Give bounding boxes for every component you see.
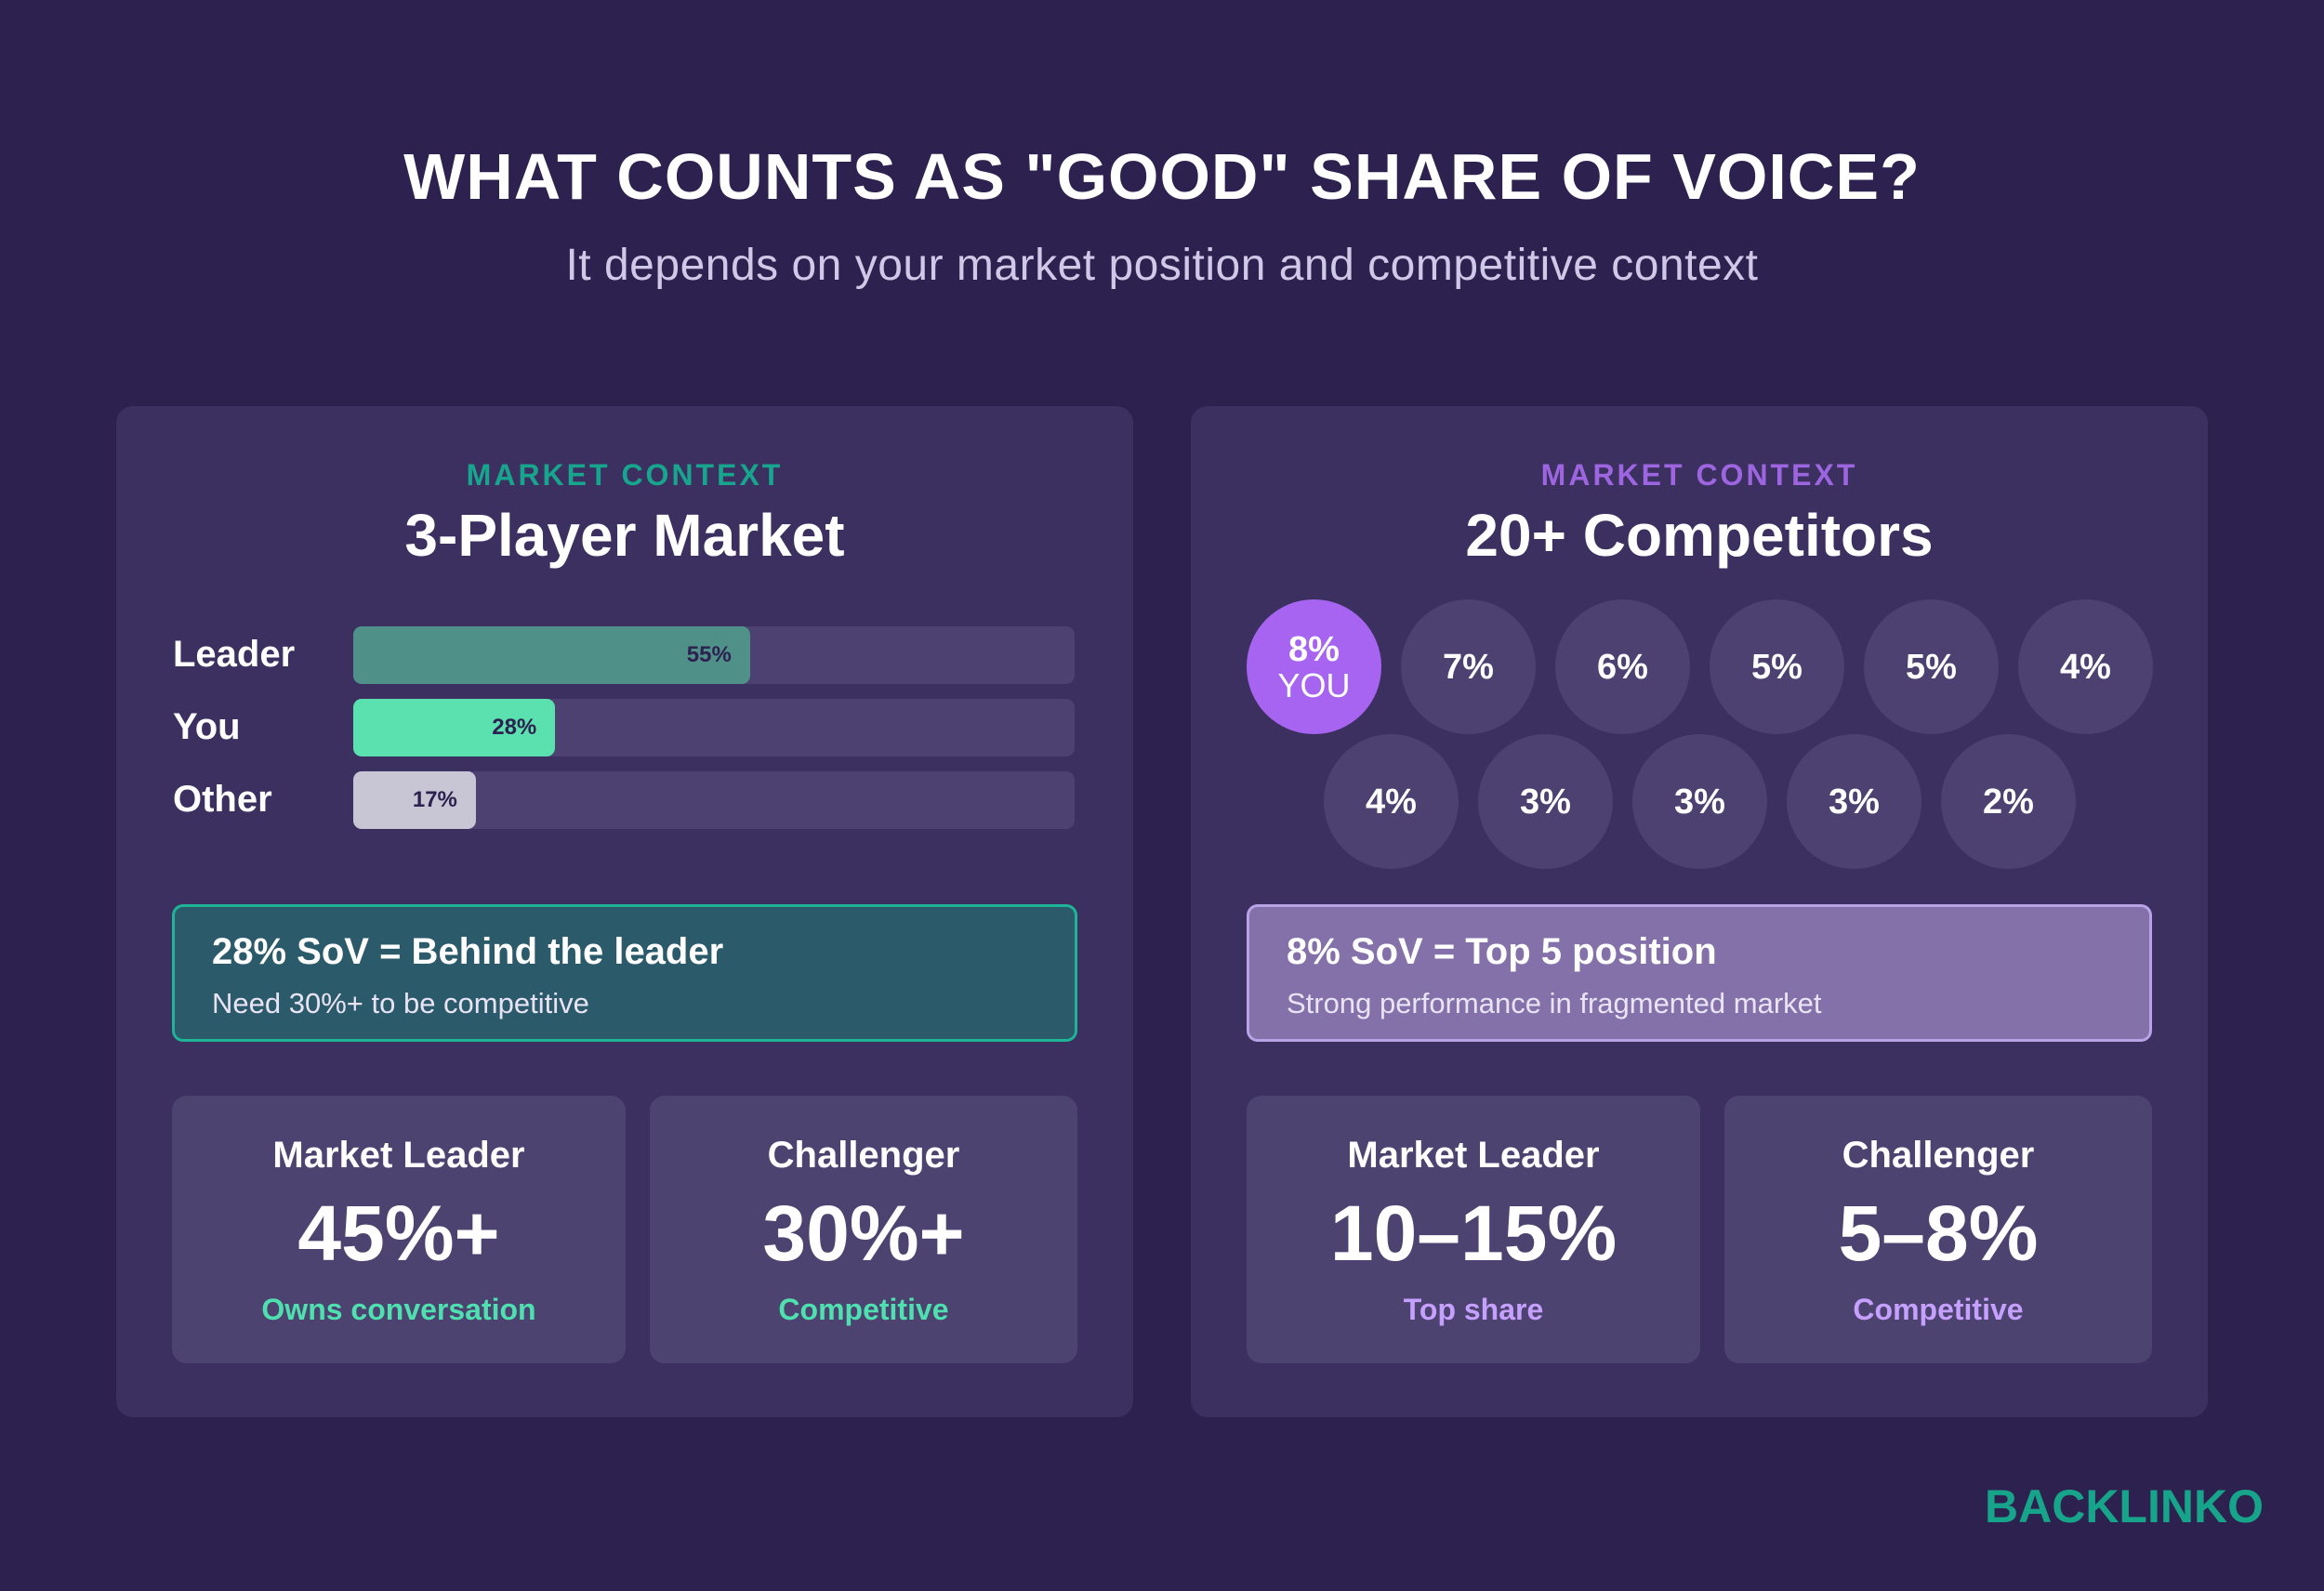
bubble-competitor: 3%	[1787, 734, 1921, 869]
bubble-value: 5%	[1906, 647, 1957, 687]
stat-label: Challenger	[767, 1135, 960, 1176]
bubble-value: 2%	[1983, 782, 2034, 822]
bar-value-label: 17%	[412, 787, 457, 812]
bubble-competitor: 3%	[1478, 734, 1613, 869]
backlinko-logo: BACKLINKO	[1985, 1480, 2264, 1532]
stat-desc: Owns conversation	[261, 1293, 536, 1326]
stat-label: Market Leader	[272, 1135, 525, 1176]
page-subtitle: It depends on your market position and c…	[565, 241, 1759, 290]
stat-value: 5–8%	[1838, 1190, 2039, 1277]
bubble-value: 3%	[1674, 782, 1725, 822]
left-kicker: MARKET CONTEXT	[466, 458, 784, 492]
bar-label-other: Other	[173, 779, 272, 820]
stat-value: 10–15%	[1329, 1190, 1618, 1277]
panel-20-competitors: MARKET CONTEXT 20+ Competitors 8% YOU 7% 6%…	[1191, 406, 2208, 1417]
bubble-value: 4%	[1366, 782, 1417, 822]
bubble-competitor: 6%	[1555, 599, 1690, 734]
stat-desc: Competitive	[1853, 1293, 2024, 1326]
bubble-value: 3%	[1520, 782, 1571, 822]
stat-desc: Competitive	[778, 1293, 949, 1326]
bubble-value: 5%	[1751, 647, 1802, 687]
stat-desc: Top share	[1403, 1293, 1544, 1326]
right-callout-sub: Strong performance in fragmented market	[1287, 987, 1822, 1019]
bar-track: 17%	[353, 771, 1075, 829]
bubble-competitor: 5%	[1710, 599, 1844, 734]
bar-value-label: 28%	[492, 715, 537, 740]
stat-value: 45%+	[297, 1190, 500, 1277]
right-callout: 8% SoV = Top 5 position Strong performan…	[1247, 904, 2152, 1042]
bar-track: 28%	[353, 699, 1075, 756]
bubble-competitor: 7%	[1401, 599, 1536, 734]
bar-leader: 55%	[353, 626, 750, 684]
page-title: WHAT COUNTS AS "GOOD" SHARE OF VOICE?	[403, 140, 1921, 213]
bubble-competitor: 4%	[2018, 599, 2153, 734]
left-stat-challenger: Challenger 30%+ Competitive	[650, 1096, 1077, 1363]
stat-value: 30%+	[762, 1190, 965, 1277]
right-callout-head: 8% SoV = Top 5 position	[1287, 931, 1717, 972]
bar-label-you: You	[173, 706, 241, 747]
bubble-competitor: 4%	[1324, 734, 1459, 869]
right-stat-market-leader: Market Leader 10–15% Top share	[1247, 1096, 1700, 1363]
left-stat-market-leader: Market Leader 45%+ Owns conversation	[172, 1096, 626, 1363]
left-callout: 28% SoV = Behind the leader Need 30%+ to…	[172, 904, 1077, 1042]
stat-label: Market Leader	[1347, 1135, 1600, 1176]
stat-label: Challenger	[1842, 1135, 2035, 1176]
left-callout-sub: Need 30%+ to be competitive	[212, 987, 589, 1019]
left-callout-head: 28% SoV = Behind the leader	[212, 931, 724, 972]
bubble-value: 4%	[2060, 647, 2111, 687]
bubble-you: 8% YOU	[1247, 599, 1381, 734]
bar-value-label: 55%	[686, 642, 732, 667]
right-stat-challenger: Challenger 5–8% Competitive	[1724, 1096, 2152, 1363]
bar-you: 28%	[353, 699, 556, 756]
bubble-competitor: 5%	[1864, 599, 1999, 734]
bar-label-leader: Leader	[173, 634, 296, 675]
panel-3-player-market: MARKET CONTEXT 3-Player Market Leader 55%…	[116, 406, 1133, 1417]
right-panel-title: 20+ Competitors	[1465, 502, 1934, 569]
left-panel-title: 3-Player Market	[404, 502, 845, 569]
bubble-value: 6%	[1597, 647, 1648, 687]
bar-other: 17%	[353, 771, 476, 829]
bar-track: 55%	[353, 626, 1075, 684]
right-kicker: MARKET CONTEXT	[1540, 458, 1858, 492]
bubble-competitor: 2%	[1941, 734, 2076, 869]
bubble-value: 8%	[1288, 629, 1340, 669]
bubble-you-label: YOU	[1277, 665, 1351, 704]
bubble-value: 7%	[1443, 647, 1494, 687]
bubble-competitor: 3%	[1632, 734, 1767, 869]
bubble-value: 3%	[1829, 782, 1880, 822]
